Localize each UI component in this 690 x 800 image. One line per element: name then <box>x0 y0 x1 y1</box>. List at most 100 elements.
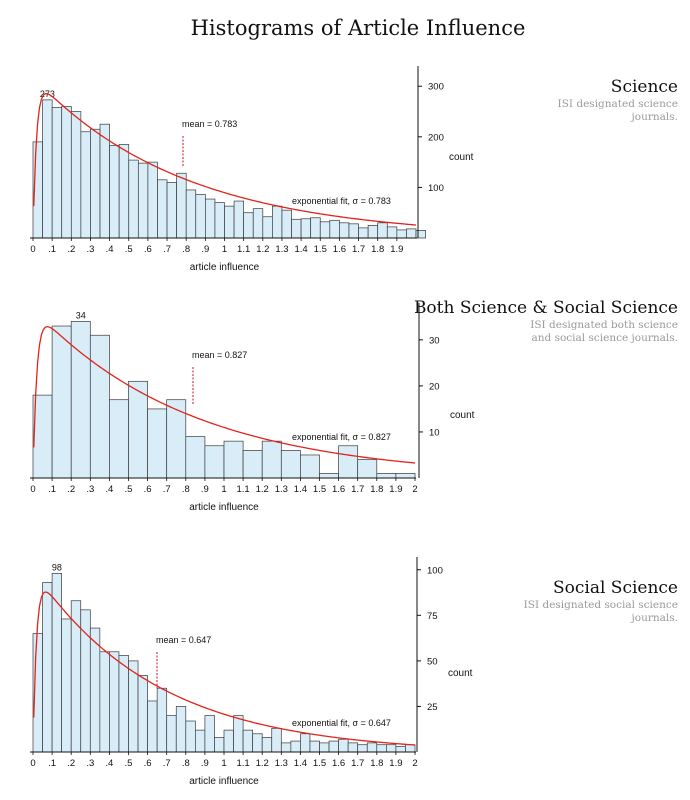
histogram-bar <box>214 202 225 239</box>
histogram-bar <box>128 380 148 479</box>
exponential-fit-line <box>33 93 417 226</box>
histogram-bar <box>109 399 129 479</box>
y-tick-label: 20 <box>429 381 440 392</box>
x-tick-label: 2 <box>412 758 417 769</box>
histogram-bar <box>195 194 206 239</box>
x-tick-label: .8 <box>182 244 190 255</box>
y-tick-label: 30 <box>429 335 440 346</box>
panel-description: ISI designated both science <box>530 319 678 331</box>
x-tick-label: 1.4 <box>294 484 307 495</box>
x-tick-label: 1.1 <box>237 244 250 255</box>
x-tick-label: 1.3 <box>275 484 288 495</box>
histogram-bar <box>166 715 177 753</box>
histogram-bar <box>42 582 53 753</box>
histogram-bar <box>338 445 359 479</box>
x-tick-label: 1.4 <box>294 758 307 769</box>
histogram-bar <box>252 208 264 239</box>
histogram-bar <box>233 200 245 239</box>
histogram-bar <box>242 729 254 753</box>
histogram-bar <box>310 217 321 239</box>
x-tick-label: 1.6 <box>332 758 345 769</box>
x-tick-label: .8 <box>182 758 190 769</box>
fit-label: exponential fit, σ = 0.783 <box>292 196 391 206</box>
x-tick-label: .3 <box>86 758 94 769</box>
fit-label: exponential fit, σ = 0.647 <box>292 718 391 728</box>
x-tick-label: 1.5 <box>313 758 326 769</box>
histogram-bar <box>128 159 139 239</box>
panel-description: ISI designated science <box>558 98 678 110</box>
x-tick-label: .7 <box>163 758 171 769</box>
histogram-bar <box>242 450 263 479</box>
histogram-bar <box>80 131 91 239</box>
peak-count-label: 34 <box>76 310 86 320</box>
histogram-bar <box>61 106 72 239</box>
histogram-bar <box>376 473 397 479</box>
x-tick-label: .9 <box>201 758 209 769</box>
histogram-bar <box>357 459 378 479</box>
x-tick-label: 1.9 <box>389 484 402 495</box>
mean-label: mean = 0.647 <box>156 635 211 645</box>
x-tick-label: 1.7 <box>352 244 365 255</box>
histogram-bar <box>51 325 72 479</box>
x-axis-title: article influence <box>189 502 259 513</box>
panel-description: and social science journals. <box>532 332 679 344</box>
histogram-bar <box>300 454 320 479</box>
histogram-bar <box>205 198 216 239</box>
histogram-bar <box>319 473 339 479</box>
histogram-bar <box>358 227 369 239</box>
x-tick-label: .1 <box>48 484 56 495</box>
x-tick-label: 1.3 <box>275 244 288 255</box>
x-tick-label: 1.6 <box>333 244 346 255</box>
histogram-bar <box>386 226 398 239</box>
histogram-bar <box>300 733 311 753</box>
histogram-bar <box>328 740 339 753</box>
histogram-bar <box>109 145 120 239</box>
x-tick-label: 0 <box>30 758 35 769</box>
x-tick-label: 0 <box>30 484 35 495</box>
x-tick-label: .7 <box>163 244 171 255</box>
x-tick-label: .6 <box>144 758 152 769</box>
fit-label: exponential fit, σ = 0.827 <box>292 432 391 442</box>
x-tick-label: .3 <box>86 484 94 495</box>
y-tick-label: 75 <box>427 611 438 622</box>
peak-count-label: 98 <box>52 562 62 572</box>
x-tick-label: .9 <box>201 244 209 255</box>
histogram-bar <box>233 715 244 753</box>
histogram-bar <box>329 219 340 239</box>
exponential-fit-line <box>33 591 416 746</box>
histogram-bar <box>347 742 359 753</box>
x-tick-label: 1.7 <box>351 758 364 769</box>
x-tick-label: 0 <box>30 244 35 255</box>
histogram-bar <box>395 473 416 479</box>
histogram-bar <box>166 399 187 479</box>
x-tick-label: 1.2 <box>256 758 269 769</box>
histogram-bar <box>118 655 129 753</box>
histogram-bar <box>51 107 63 239</box>
x-tick-label: 1.5 <box>314 244 327 255</box>
histogram-bar <box>386 744 397 753</box>
histogram-bar <box>338 738 349 753</box>
histogram-bar <box>261 737 273 753</box>
x-tick-label: 1.8 <box>371 244 384 255</box>
panel-description: journals. <box>630 612 678 624</box>
histogram-bar <box>99 123 110 239</box>
x-tick-label: 1.1 <box>236 758 249 769</box>
histogram-bar <box>280 742 292 753</box>
histogram-bar <box>309 740 320 753</box>
x-tick-label: .9 <box>201 484 209 495</box>
y-tick-label: 25 <box>427 702 438 713</box>
y-tick-label: 300 <box>428 82 444 93</box>
x-tick-label: .2 <box>67 484 75 495</box>
histogram-bar <box>348 223 359 239</box>
x-tick-label: .8 <box>182 484 190 495</box>
histogram-bar <box>319 742 330 753</box>
histogram-bar <box>70 321 91 479</box>
histogram-bar <box>147 161 158 239</box>
x-tick-label: 1.8 <box>370 484 383 495</box>
histogram-bar <box>357 744 368 753</box>
histogram-bar <box>147 700 158 753</box>
histogram-bar <box>204 445 225 479</box>
x-axis-title: article influence <box>189 776 259 787</box>
x-tick-label: .5 <box>125 244 133 255</box>
